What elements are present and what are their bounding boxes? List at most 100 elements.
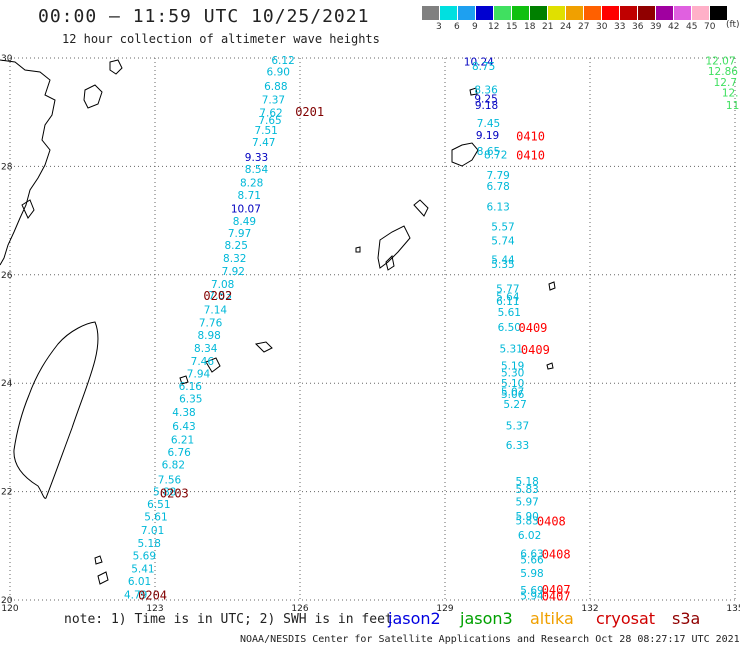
wave-height-value: 8.49 [233,216,256,228]
wave-height-value: 7.47 [252,137,275,149]
kyushu-coastline [451,142,479,167]
china-island-1 [83,84,103,109]
wave-height-value: 6.82 [162,460,185,472]
wave-height-value: 8.72 [484,149,507,161]
legend-swatch [440,6,458,20]
legend-label: 21 [542,22,554,32]
wave-height-value: 5.30 [501,367,524,379]
wave-height-value: 8.32 [223,253,246,265]
legend-swatch [656,6,674,20]
wave-height-value: 9.18 [475,100,498,112]
wave-height-value: 5.35 [491,259,514,271]
wave-height-value: 5.88 [153,487,176,499]
legend-swatch [620,6,638,20]
wave-height-value: 7.79 [486,170,509,182]
legend-label: 24 [560,22,572,32]
legend-swatch [584,6,602,20]
wave-height-value: 7.97 [228,228,251,240]
wave-height-value: 5.41 [131,564,154,576]
wave-height-value: 7.01 [141,525,164,537]
wave-height-value: 8.25 [225,240,248,252]
wave-height-value: 7.92 [222,266,245,278]
legend-label: 33 [614,22,626,32]
mission-legend-item: altika [530,609,574,628]
wave-height-value: 8.34 [194,343,218,355]
wave-height-value: 7.62 [259,108,282,120]
legend-swatches [422,6,728,20]
wave-height-value: 6.13 [486,202,509,214]
wave-height-value: 7.45 [477,118,500,130]
wave-height-value: 9.19 [476,130,499,142]
legend-swatch [674,6,692,20]
legend-swatch [710,6,728,20]
wave-height-points: 6.126.90 6.88 7.377.627.657.517.47 9.338.54… [124,55,739,602]
page-title: 00:00 – 11:59 UTC 10/25/2021 [38,6,370,27]
wave-height-value: 6.90 [267,67,290,79]
mission-legend-item: s3a [672,609,701,628]
legend-label: 12 [488,22,500,32]
wave-height-value: 5.19 [501,360,524,372]
legend-unit: (ft) [726,20,740,30]
pass-label: 0410 [516,148,545,162]
wave-height-value: 8.75 [472,61,495,73]
wave-height-value: 5.83 [515,484,538,496]
wave-height-value: 8.71 [238,190,261,202]
wave-height-value: 6.63 [520,548,543,560]
okinawa-island [377,225,411,269]
batanes-island-2 [97,571,109,585]
daito-island [548,281,556,291]
wave-height-value: 7.46 [191,356,215,368]
wave-height-value: 5.77 [496,283,519,295]
wave-height-value: 6.78 [486,181,509,193]
wave-height-value: 6.21 [171,435,194,447]
wave-height-value: 5.94 [520,591,544,603]
wave-height-value: 9.25 [474,94,497,106]
lon-label: 120 [1,604,18,614]
page-subtitle: 12 hour collection of altimeter wave hei… [62,32,380,46]
wave-height-value: 8.36 [474,84,498,96]
legend-label: 9 [472,22,478,32]
legend-label: 18 [524,22,536,32]
wave-height-value: 5.06 [501,389,525,401]
pass-label: 0409 [521,343,550,357]
wave-height-value: 5.18 [138,538,161,550]
lon-label: 135 [726,604,740,614]
lat-label: 20 [1,596,13,606]
mission-legend-item: jason2 [388,609,441,628]
wave-height-value: 8.54 [245,164,269,176]
lon-label: 123 [146,604,163,614]
wave-height-value: 8.65 [477,146,500,158]
wave-height-value: 5.66 [520,554,544,566]
amami-island [413,199,429,217]
mission-legend-item: jason3 [460,609,513,628]
wave-height-value: 6.11 [496,296,519,308]
wave-height-value: 6.35 [179,393,202,405]
credit-line: NOAA/NESDIS Center for Satellite Applica… [240,634,740,645]
wave-height-value: 6.12 [271,55,294,67]
wave-height-value: 10.07 [231,204,261,216]
pass-label: 0408 [537,514,566,528]
wave-height-value: 5.31 [500,344,523,356]
map-grid: 120 123 126 129 132 135 30 28 26 24 22 20 [1,54,740,614]
china-island-2 [109,59,123,75]
legend-label: 70 [704,22,716,32]
wave-height-value: 5.69 [520,585,543,597]
pass-label: 0407 [542,583,571,597]
pass-label: 0201 [295,105,324,119]
wave-height-value: 5.64 [496,291,520,303]
miyako-island [254,341,273,353]
legend-labels: 3 6 9 12 15 18 21 24 27 30 33 36 39 42 45 70 [422,20,728,32]
wave-height-value: 5.90 [515,511,538,523]
china-island-3 [21,199,35,219]
wave-height-value: 7.51 [254,125,277,137]
legend-swatch [530,6,548,20]
wave-height-value: 12.86 [708,66,738,78]
wave-height-value: 7.14 [204,304,228,316]
lat-label: 28 [1,162,13,172]
taiwan-coastline [13,321,99,499]
mission-legend-item: cryosat [596,609,656,628]
wave-height-value: 5.44 [491,255,515,267]
legend-swatch [422,6,440,20]
lat-label: 22 [1,488,12,498]
wave-height-value: 8.28 [240,178,263,190]
